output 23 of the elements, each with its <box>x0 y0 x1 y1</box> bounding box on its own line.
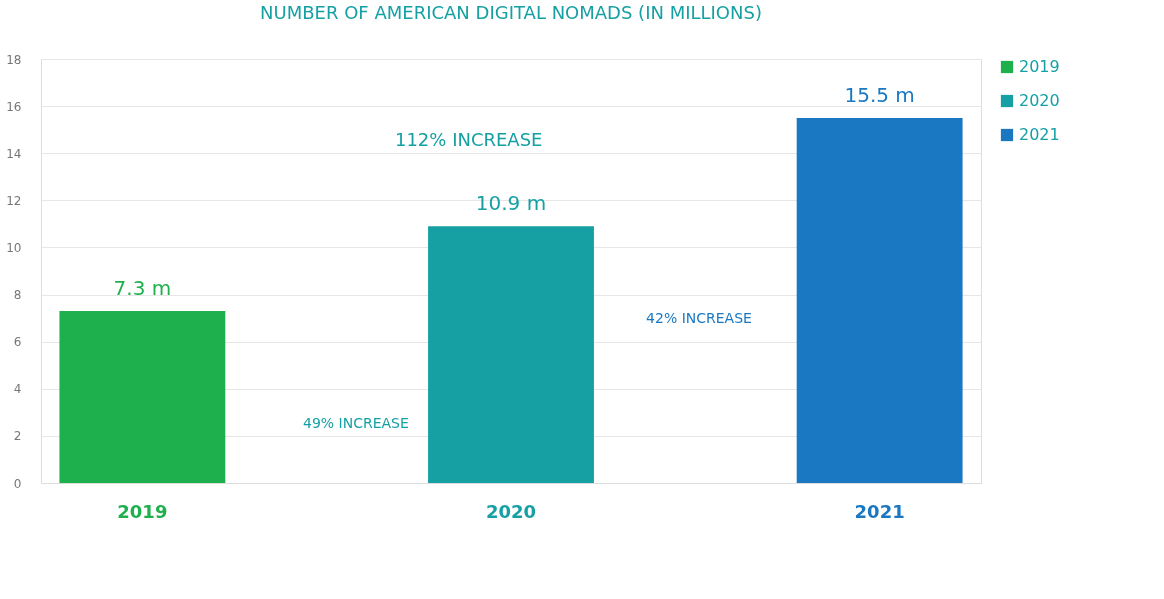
annotation: 112% INCREASE <box>394 129 543 150</box>
y-tick-label: 16 <box>6 99 22 114</box>
y-tick-label: 8 <box>13 288 22 303</box>
annotation: 42% INCREASE <box>646 310 752 326</box>
y-tick-label: 2 <box>13 429 22 444</box>
y-tick-label: 14 <box>6 146 22 161</box>
y-tick-label: 0 <box>13 476 22 491</box>
y-tick-label: 18 <box>6 52 22 67</box>
data-label: 10.9 m <box>475 191 547 216</box>
data-label: 15.5 m <box>844 82 915 107</box>
legend-label: 2021 <box>1019 125 1060 144</box>
chart-title: NUMBER OF AMERICAN DIGITAL NOMADS (IN MILLIONS) <box>260 2 762 23</box>
annotation: 49% INCREASE <box>302 415 409 431</box>
x-tick-label: 2021 <box>854 500 905 522</box>
y-tick-label: 12 <box>6 193 22 208</box>
legend-label: 2020 <box>1019 91 1060 110</box>
x-tick-label: 2020 <box>485 500 537 522</box>
x-tick-label: 2019 <box>117 500 168 522</box>
y-tick-label: 4 <box>13 382 22 397</box>
legend-label: 2019 <box>1019 57 1060 76</box>
data-label: 7.3 m <box>113 276 172 301</box>
y-tick-label: 10 <box>6 240 22 255</box>
y-tick-label: 6 <box>13 335 22 350</box>
